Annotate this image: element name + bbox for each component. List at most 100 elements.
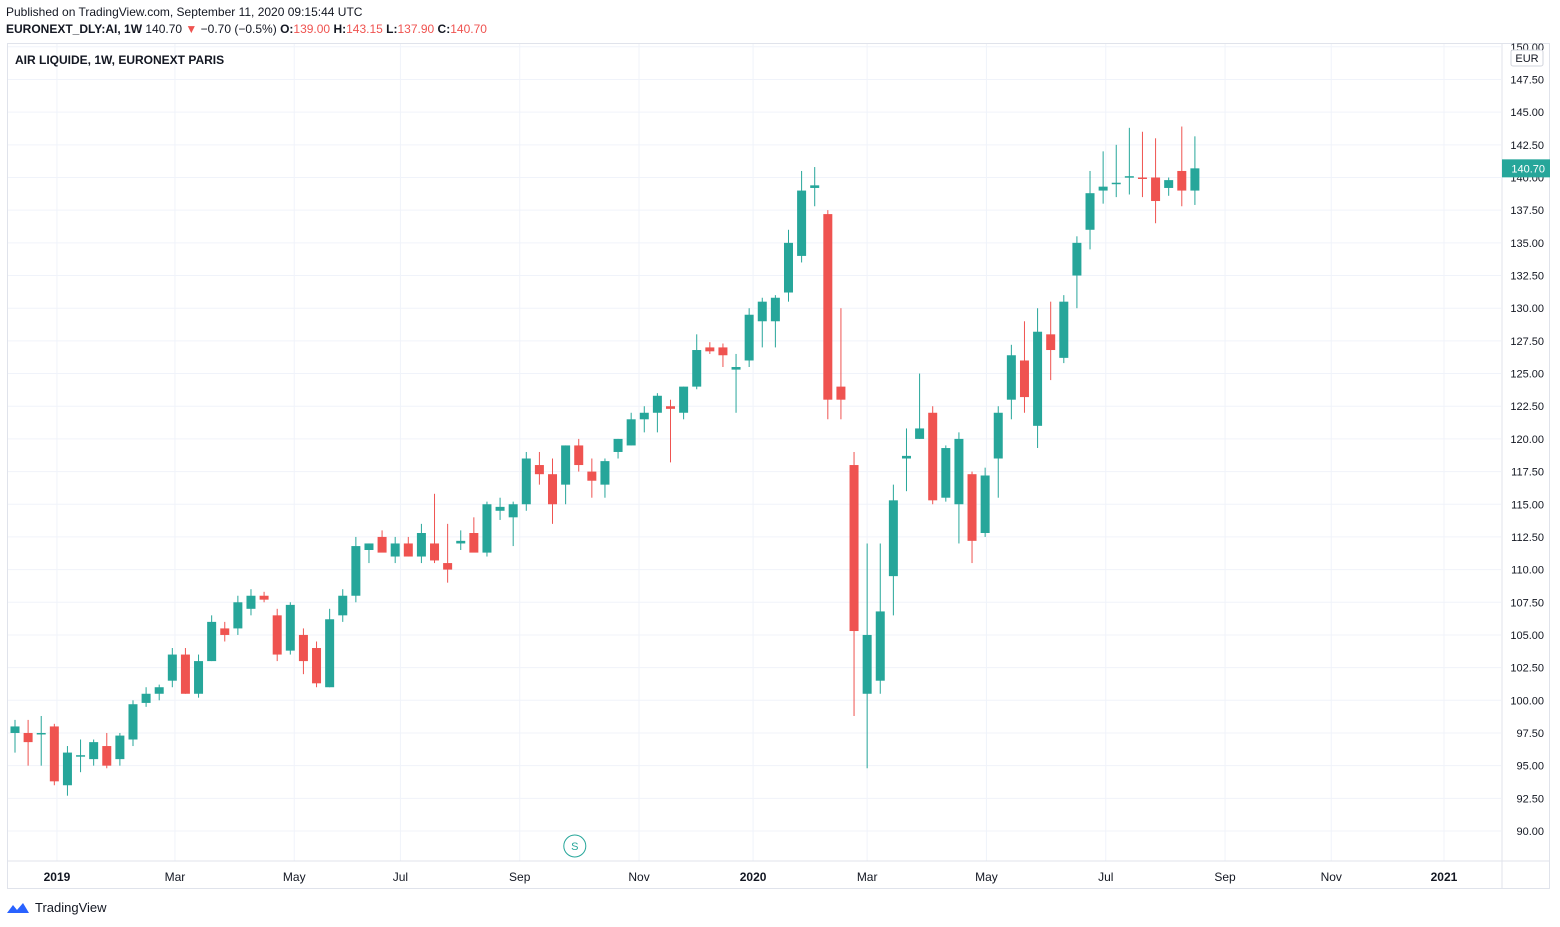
candle-body (967, 474, 977, 541)
candle-body (574, 445, 584, 466)
candle-body (325, 619, 335, 688)
y-tick-label: 92.50 (1516, 793, 1544, 805)
y-tick-label: 125.00 (1510, 369, 1544, 381)
y-tick-label: 110.00 (1511, 565, 1544, 577)
candle-body (757, 301, 767, 322)
candle-body (220, 628, 230, 635)
y-tick-label: 122.50 (1510, 401, 1544, 413)
candle-body (259, 595, 269, 600)
candle-body (430, 543, 440, 561)
candle-body (770, 297, 780, 322)
candle-body (941, 448, 951, 498)
x-tick-label: May (283, 870, 306, 884)
candle-body (1124, 176, 1134, 178)
candle-body (783, 242, 793, 293)
candle-body (1033, 331, 1043, 426)
chart-frame (7, 43, 1550, 889)
high-label: H: (333, 22, 347, 36)
candle-body (194, 661, 204, 694)
x-tick-label: Sep (509, 870, 531, 884)
close-label: C: (437, 22, 451, 36)
candle-body (89, 742, 99, 760)
candle-body (993, 412, 1003, 459)
candle-body (652, 395, 662, 413)
y-tick-label: 135.00 (1510, 238, 1544, 250)
candle-body (49, 726, 59, 782)
candle-body (1046, 334, 1056, 351)
y-tick-label: 107.50 (1510, 597, 1544, 609)
candle-body (928, 412, 938, 501)
candle-body (377, 536, 387, 553)
candle-body (364, 543, 374, 550)
x-tick-label: Sep (1214, 870, 1236, 884)
candle-body (1164, 180, 1174, 188)
candle-body (744, 314, 754, 361)
candle-body (626, 419, 636, 446)
candle-body (10, 726, 20, 733)
candle-body (1059, 301, 1069, 358)
open-value: 139.00 (293, 22, 331, 36)
close-value: 140.70 (450, 22, 487, 36)
y-tick-label: 145.00 (1510, 107, 1544, 119)
candle-body (456, 540, 466, 544)
y-tick-label: 120.00 (1510, 434, 1544, 446)
candle-body (1072, 242, 1082, 276)
last-price-label: 140.70 (1511, 163, 1545, 175)
open-label: O: (280, 22, 294, 36)
price-change: −0.70 (−0.5%) (200, 22, 277, 36)
last-price-tag (1502, 159, 1550, 178)
candle-body (718, 347, 728, 356)
x-tick-label: 2021 (1431, 870, 1458, 884)
y-tick-label: 100.00 (1510, 695, 1544, 707)
y-tick-label: 137.50 (1510, 205, 1544, 217)
candle-body (836, 386, 846, 400)
candle-body (403, 543, 413, 557)
y-tick-label: 130.00 (1510, 303, 1544, 315)
candle-body (102, 746, 112, 766)
candle-body (639, 412, 649, 420)
x-tick-label: Mar (857, 870, 878, 884)
candle-body (469, 533, 479, 553)
candle-body (167, 654, 177, 681)
candle-body (246, 595, 256, 609)
candle-body (1177, 170, 1187, 191)
candle-body (901, 455, 911, 459)
high-value: 143.15 (346, 22, 383, 36)
candle-body (666, 406, 675, 409)
split-marker-label: S (571, 841, 578, 853)
candle-body (338, 595, 348, 616)
candle-body (561, 445, 571, 485)
y-tick-label: 112.50 (1511, 532, 1544, 544)
currency-label: EUR (1515, 53, 1538, 65)
candle-body (810, 185, 820, 188)
candle-body (548, 474, 558, 505)
candle-body (692, 350, 702, 387)
y-tick-label: 95.00 (1516, 761, 1544, 773)
tradingview-brand[interactable]: TradingView (6, 900, 107, 915)
y-tick-label: 90.00 (1516, 826, 1544, 838)
symbol-label: EURONEXT_DLY:AI, 1W (6, 22, 143, 36)
brand-label: TradingView (35, 900, 107, 915)
published-line: Published on TradingView.com, September … (6, 5, 363, 19)
x-tick-label: Jul (393, 870, 408, 884)
candle-body (849, 465, 859, 632)
down-arrow-icon: ▼ (185, 22, 198, 36)
y-tick-label: 117.50 (1511, 467, 1544, 479)
candle-body (272, 615, 282, 655)
candle-body (390, 543, 400, 557)
candle-body (115, 735, 125, 760)
candle-body (36, 732, 46, 735)
candle-body (128, 704, 138, 740)
low-label: L: (386, 22, 398, 36)
candle-body (482, 504, 492, 553)
candle-body (285, 604, 295, 651)
candle-body (1137, 177, 1147, 179)
candle-body (312, 648, 322, 684)
y-tick-label: 142.50 (1510, 140, 1544, 152)
candle-body (613, 438, 623, 452)
candle-body (1190, 168, 1200, 191)
candle-body (705, 347, 715, 352)
candle-body (233, 602, 243, 629)
y-tick-label: 115.00 (1511, 499, 1544, 511)
